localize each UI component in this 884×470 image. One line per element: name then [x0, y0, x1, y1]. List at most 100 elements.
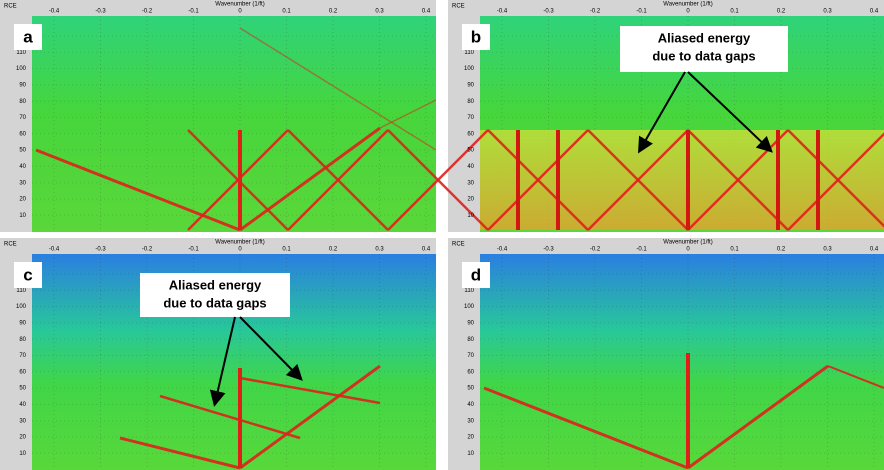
- y-tick-label: 50: [467, 148, 474, 154]
- annotation: Aliased energy: [169, 277, 262, 292]
- figure: RCEWavenumber (1/ft)-0.4-0.3-0.2-0.100.1…: [0, 0, 884, 470]
- panel-label: d: [471, 265, 481, 284]
- annotation: due to data gaps: [163, 295, 266, 310]
- corner-label: RCE: [4, 242, 17, 248]
- x-tick-label: 0.4: [422, 247, 431, 253]
- y-tick-label: 30: [19, 180, 26, 186]
- y-tick-label: 30: [19, 418, 26, 424]
- x-tick-label: -0.2: [142, 9, 153, 15]
- x-tick-label: 0.3: [823, 247, 832, 253]
- y-tick-label: 40: [19, 402, 26, 408]
- y-tick-label: 10: [467, 213, 474, 219]
- y-tick-label: 80: [19, 337, 26, 343]
- y-tick-label: 90: [467, 320, 474, 326]
- x-tick-label: 0.3: [375, 247, 384, 253]
- x-tick-label: 0.3: [375, 9, 384, 15]
- y-tick-label: 80: [467, 337, 474, 343]
- x-tick-label: -0.2: [142, 247, 153, 253]
- y-tick-label: 70: [19, 353, 26, 359]
- y-tick-label: 100: [16, 304, 27, 310]
- y-tick-label: 60: [467, 131, 474, 137]
- x-tick-label: -0.3: [95, 247, 106, 253]
- event: [816, 130, 820, 230]
- x-tick-label: -0.4: [49, 247, 60, 253]
- y-tick-label: 60: [467, 369, 474, 375]
- event: [686, 130, 690, 230]
- x-tick-label: 0.2: [329, 247, 338, 253]
- y-tick-label: 10: [19, 213, 26, 219]
- x-tick-label: 0.4: [870, 9, 879, 15]
- event: [516, 130, 520, 230]
- x-tick-label: -0.3: [543, 9, 554, 15]
- y-tick-label: 70: [19, 115, 26, 121]
- y-tick-label: 40: [19, 164, 26, 170]
- y-tick-label: 40: [467, 164, 474, 170]
- x-tick-label: 0.4: [422, 9, 431, 15]
- y-tick-label: 30: [467, 418, 474, 424]
- x-tick-label: -0.1: [636, 247, 647, 253]
- corner-label: RCE: [452, 242, 465, 248]
- band: [480, 130, 884, 230]
- y-tick-label: 60: [19, 131, 26, 137]
- x-tick-label: -0.1: [188, 247, 199, 253]
- y-tick-label: 10: [19, 451, 26, 457]
- y-tick-label: 110: [16, 50, 26, 56]
- annotation: Aliased energy: [658, 30, 751, 45]
- panel-label: c: [23, 265, 32, 284]
- page: RCEWavenumber (1/ft)-0.4-0.3-0.2-0.100.1…: [0, 0, 884, 470]
- y-tick-label: 90: [19, 320, 26, 326]
- y-tick-label: 50: [467, 386, 474, 392]
- x-tick-label: 0.1: [282, 9, 291, 15]
- y-tick-label: 20: [467, 435, 474, 441]
- axis-title: Wavenumber (1/ft): [663, 2, 712, 8]
- x-tick-label: 0.2: [329, 9, 338, 15]
- event: [238, 368, 242, 468]
- x-tick-label: -0.1: [188, 9, 199, 15]
- y-tick-label: 110: [464, 288, 474, 294]
- y-tick-label: 100: [464, 304, 475, 310]
- x-tick-label: 0.4: [870, 247, 879, 253]
- y-tick-label: 70: [467, 353, 474, 359]
- corner-label: RCE: [4, 4, 17, 10]
- x-tick-label: -0.2: [590, 247, 601, 253]
- event: [556, 130, 560, 230]
- x-tick-label: -0.3: [95, 9, 106, 15]
- x-tick-label: -0.4: [497, 9, 508, 15]
- x-tick-label: 0.2: [777, 9, 786, 15]
- x-tick-label: 0.1: [730, 9, 739, 15]
- y-tick-label: 20: [467, 197, 474, 203]
- x-tick-label: -0.2: [590, 9, 601, 15]
- y-tick-label: 90: [19, 82, 26, 88]
- corner-label: RCE: [452, 4, 465, 10]
- y-tick-label: 100: [464, 66, 475, 72]
- x-tick-label: -0.3: [543, 247, 554, 253]
- axis-title: Wavenumber (1/ft): [215, 2, 264, 8]
- y-tick-label: 70: [467, 115, 474, 121]
- panel-label: b: [471, 27, 481, 46]
- x-tick-label: 0.1: [730, 247, 739, 253]
- x-tick-label: -0.4: [49, 9, 60, 15]
- y-tick-label: 80: [19, 99, 26, 105]
- annotation: due to data gaps: [652, 48, 755, 63]
- axis-title: Wavenumber (1/ft): [663, 240, 712, 246]
- y-tick-label: 50: [19, 148, 26, 154]
- y-tick-label: 50: [19, 386, 26, 392]
- y-tick-label: 60: [19, 369, 26, 375]
- y-tick-label: 100: [16, 66, 27, 72]
- axis-title: Wavenumber (1/ft): [215, 240, 264, 246]
- y-tick-label: 110: [464, 50, 474, 56]
- event: [686, 353, 690, 468]
- x-tick-label: 0.2: [777, 247, 786, 253]
- event: [776, 130, 780, 230]
- y-tick-label: 20: [19, 435, 26, 441]
- y-tick-label: 10: [467, 451, 474, 457]
- y-tick-label: 30: [467, 180, 474, 186]
- y-tick-label: 80: [467, 99, 474, 105]
- y-tick-label: 20: [19, 197, 26, 203]
- x-tick-label: 0.1: [282, 247, 291, 253]
- y-tick-label: 90: [467, 82, 474, 88]
- x-tick-label: -0.4: [497, 247, 508, 253]
